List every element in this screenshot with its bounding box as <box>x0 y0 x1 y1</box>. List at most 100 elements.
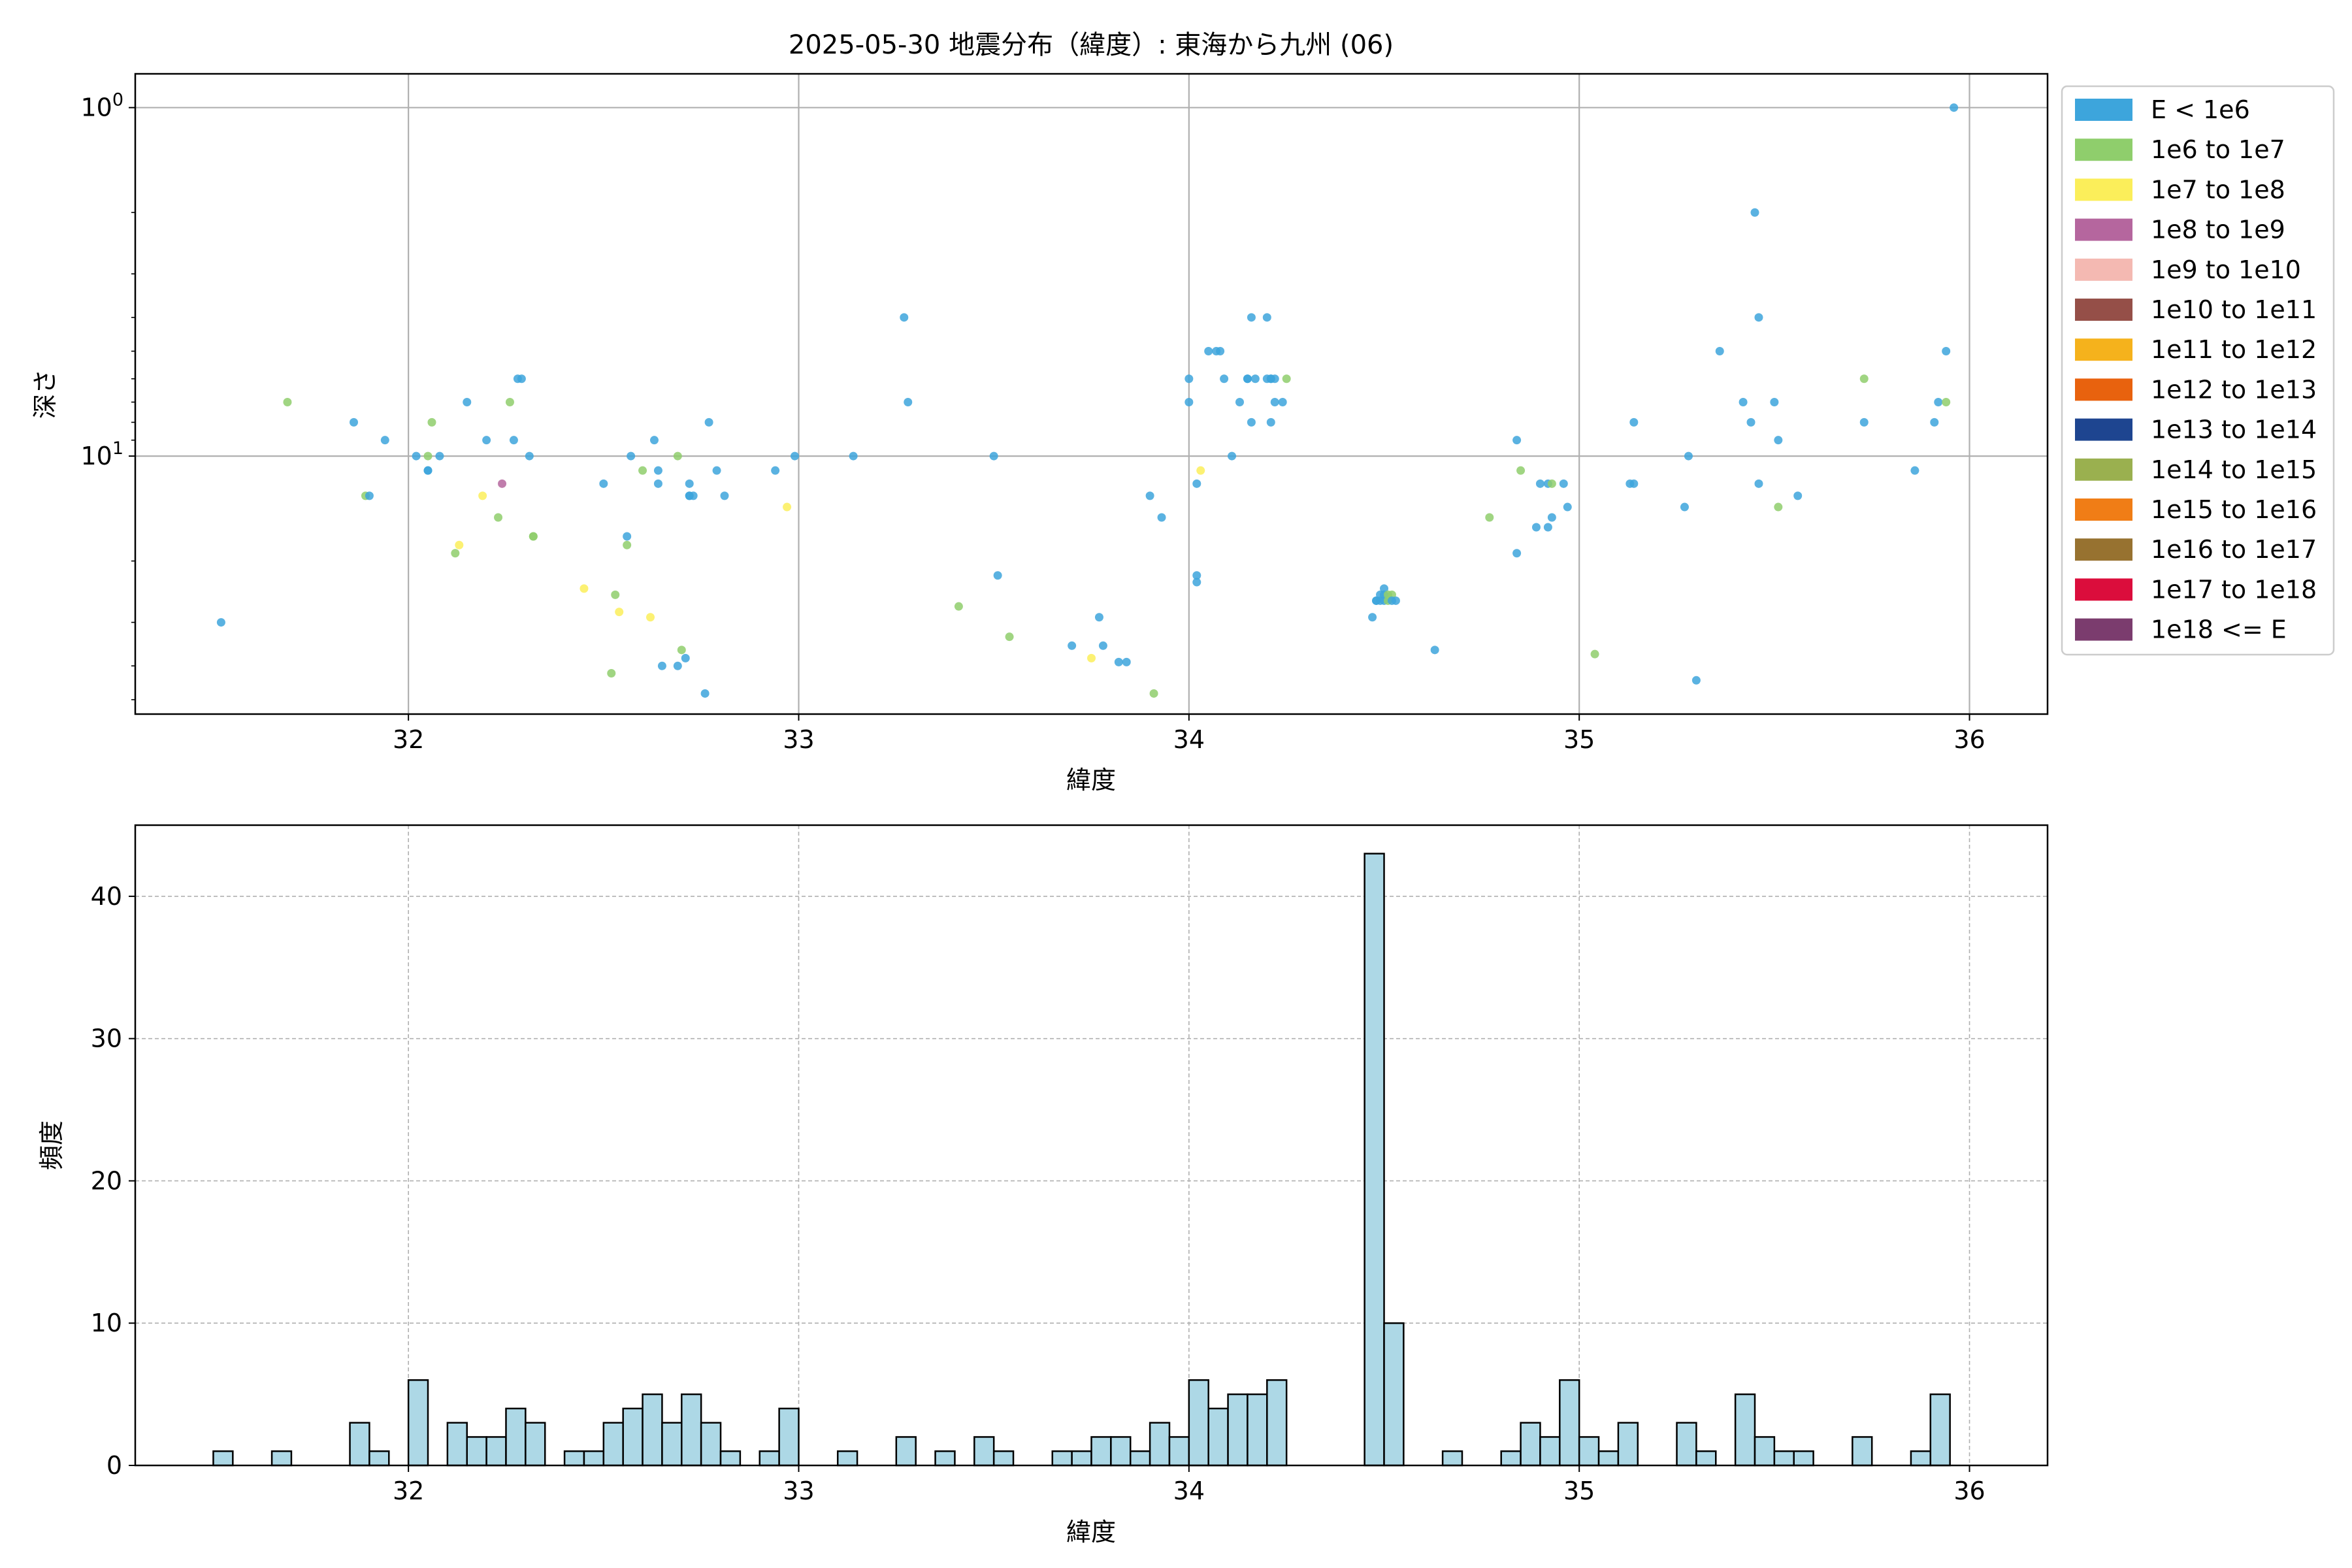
histogram-bar <box>1520 1422 1541 1467</box>
legend-swatch <box>2075 538 2132 561</box>
scatter-point <box>1754 313 1763 322</box>
scatter-point <box>580 584 589 593</box>
histogram-x-axis-label: 緯度 <box>1066 1518 1116 1546</box>
scatter-point <box>1122 657 1131 666</box>
histogram-bar <box>446 1422 468 1467</box>
scatter-point <box>904 397 913 406</box>
scatter-point <box>1590 649 1599 659</box>
histogram-bar <box>836 1450 858 1467</box>
histogram-bar <box>642 1393 663 1467</box>
scatter-point <box>1629 479 1639 488</box>
legend-label: 1e10 to 1e11 <box>2151 295 2317 324</box>
scatter-point <box>1262 313 1271 322</box>
histogram-bar <box>1188 1379 1209 1467</box>
scatter-point <box>720 491 729 500</box>
histogram-bar <box>1168 1436 1190 1467</box>
legend-label: 1e12 to 1e13 <box>2151 375 2317 404</box>
histogram-y-tick-label: 20 <box>91 1166 122 1195</box>
histogram-bar <box>1071 1450 1092 1467</box>
scatter-point <box>1680 502 1689 512</box>
scatter-point <box>463 397 472 406</box>
scatter-point <box>498 479 507 488</box>
scatter-point <box>455 540 464 549</box>
scatter-point <box>1250 374 1260 384</box>
legend-swatch <box>2075 218 2132 241</box>
scatter-x-tick-label: 36 <box>1953 725 1985 754</box>
histogram-x-tick-label: 33 <box>783 1477 814 1505</box>
legend-label: 1e6 to 1e7 <box>2151 135 2285 164</box>
scatter-point <box>673 451 682 461</box>
scatter-point <box>1770 397 1779 406</box>
scatter-point <box>1754 479 1763 488</box>
legend-label: 1e9 to 1e10 <box>2151 255 2301 284</box>
histogram-bar <box>1773 1450 1795 1467</box>
scatter-point <box>1859 374 1869 384</box>
scatter-point <box>771 466 780 475</box>
scatter-point <box>1547 513 1556 522</box>
scatter-gridlines <box>135 74 2048 714</box>
histogram-bar <box>1383 1322 1405 1467</box>
legend-swatch <box>2075 418 2132 441</box>
scatter-point <box>1192 571 1201 580</box>
scatter-point <box>505 397 514 406</box>
scatter-point <box>529 532 538 541</box>
histogram-y-tick-label: 40 <box>91 882 122 911</box>
histogram-bar <box>1852 1436 1873 1467</box>
scatter-point <box>1715 347 1724 356</box>
scatter-point <box>1930 417 1939 427</box>
scatter-point <box>1247 313 1256 322</box>
scatter-point <box>1512 436 1522 445</box>
histogram-bar <box>485 1436 507 1467</box>
legend-swatch <box>2075 618 2132 641</box>
scatter-point <box>1266 417 1275 427</box>
histogram-bar <box>583 1450 605 1467</box>
histogram-y-tick-label: 10 <box>91 1309 122 1337</box>
legend-label: 1e13 to 1e14 <box>2151 416 2317 444</box>
scatter-point <box>1184 374 1194 384</box>
scatter-point <box>611 590 620 599</box>
scatter-point <box>1774 502 1783 512</box>
scatter-point <box>427 417 436 427</box>
scatter-point <box>1094 613 1103 622</box>
scatter-point <box>1535 479 1544 488</box>
scatter-point <box>1149 689 1158 698</box>
scatter-y-axis-label: 深さ <box>31 369 59 419</box>
scatter-point <box>623 532 632 541</box>
scatter-point <box>615 608 624 617</box>
scatter-plot: 32 33 34 35 36 100 101 緯度 深さ <box>31 73 2049 794</box>
scatter-point <box>1145 491 1154 500</box>
scatter-point <box>791 451 800 461</box>
scatter-point <box>1750 208 1759 217</box>
scatter-point <box>700 689 710 698</box>
histogram-bar <box>1578 1436 1600 1467</box>
scatter-point <box>412 451 421 461</box>
scatter-point <box>1247 417 1256 427</box>
scatter-point <box>1942 347 1951 356</box>
scatter-point <box>1391 596 1400 605</box>
scatter-point <box>607 669 616 678</box>
histogram-x-tick-label: 36 <box>1953 1477 1985 1505</box>
scatter-point <box>517 374 526 384</box>
legend-swatch <box>2075 178 2132 201</box>
histogram-bar <box>992 1450 1015 1467</box>
scatter-point <box>1563 502 1572 512</box>
legend-swatch <box>2075 99 2132 121</box>
histogram-bar <box>602 1422 624 1467</box>
scatter-point <box>1196 466 1205 475</box>
histogram-bar <box>1207 1407 1229 1467</box>
histogram-bar <box>1929 1393 1951 1467</box>
histogram-bar <box>1910 1450 1932 1467</box>
histogram-bar <box>1617 1422 1639 1467</box>
scatter-point <box>1746 417 1756 427</box>
scatter-point <box>283 397 292 406</box>
histogram-bar <box>973 1436 995 1467</box>
legend-label: 1e11 to 1e12 <box>2151 335 2317 364</box>
scatter-x-tick-label: 32 <box>393 725 424 754</box>
scatter-point <box>1934 397 1943 406</box>
scatter-point <box>1228 451 1237 461</box>
legend-swatch <box>2075 338 2132 361</box>
legend-swatch <box>2075 139 2132 161</box>
histogram-bar <box>778 1407 800 1467</box>
histogram-bar <box>895 1436 917 1467</box>
